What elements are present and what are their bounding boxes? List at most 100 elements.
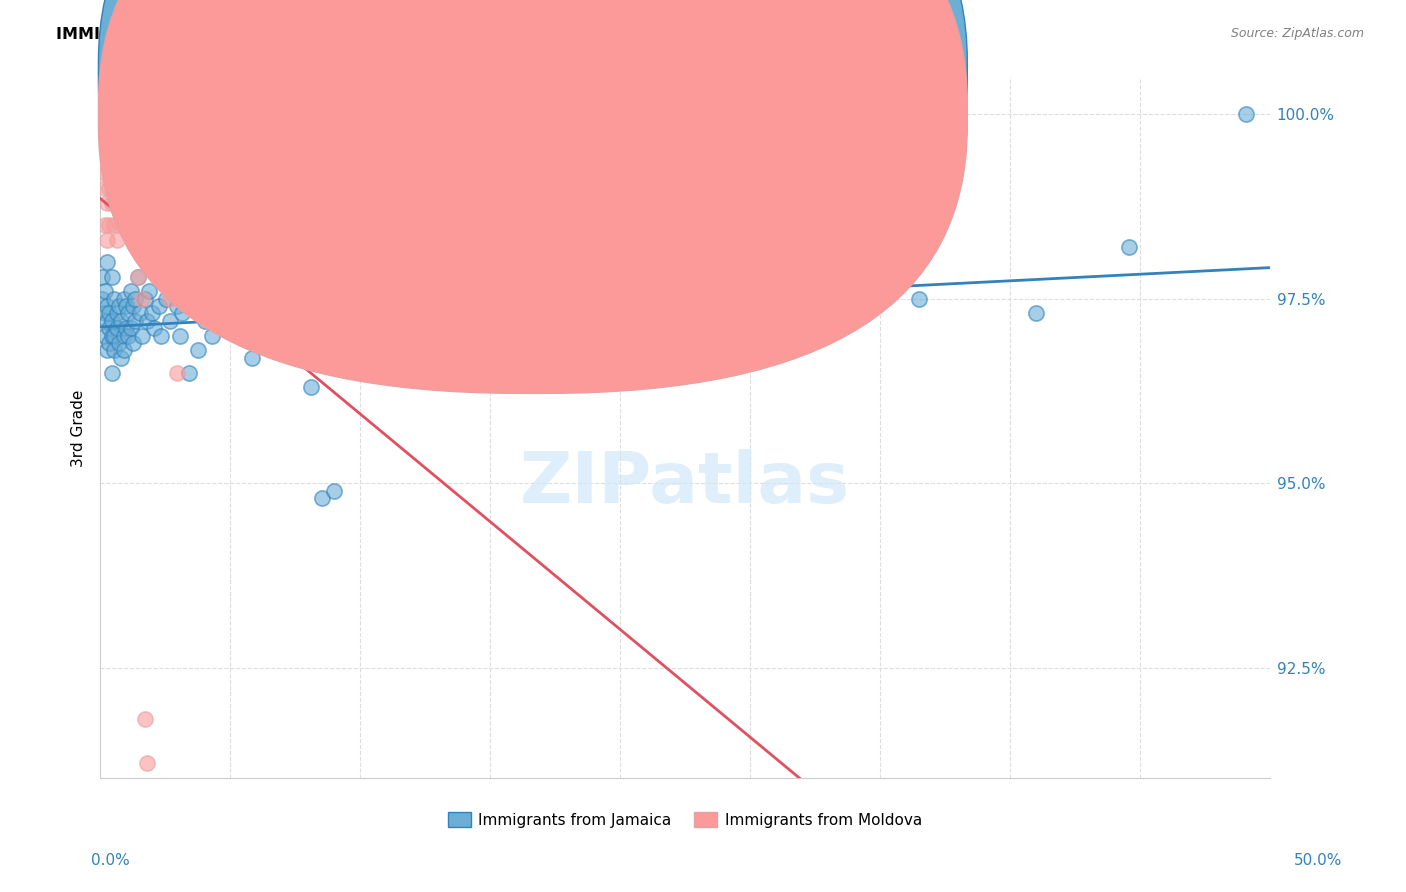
Point: [96, 314, 118, 328]
Point: [229, 299, 252, 313]
Point: [149, 195, 172, 210]
Point: [581, 292, 603, 306]
Point: [155, 166, 177, 180]
Point: [486, 314, 509, 328]
Legend: Immigrants from Jamaica, Immigrants from Moldova: Immigrants from Jamaica, Immigrants from…: [441, 805, 928, 834]
Point: [370, 292, 392, 306]
Point: [134, 292, 156, 306]
Point: [152, 269, 174, 284]
Point: [124, 292, 146, 306]
Point: [101, 195, 124, 210]
Point: [101, 269, 124, 284]
Point: [98, 336, 121, 351]
Point: [94, 328, 117, 343]
Point: [394, 314, 416, 328]
Point: [94, 218, 117, 232]
Text: R = 0.326   N = 95: R = 0.326 N = 95: [548, 66, 693, 80]
Point: [148, 299, 170, 313]
Point: [557, 306, 579, 320]
Point: [108, 181, 131, 195]
Point: [218, 285, 240, 299]
Point: [120, 285, 142, 299]
Point: [166, 366, 188, 380]
Point: [149, 328, 172, 343]
Point: [212, 306, 235, 320]
Point: [129, 306, 152, 320]
Point: [115, 181, 138, 195]
Point: [117, 306, 139, 320]
Point: [323, 483, 346, 498]
Point: [299, 380, 322, 394]
Point: [416, 269, 439, 284]
Point: [346, 328, 368, 343]
Point: [141, 306, 163, 320]
Point: [96, 343, 118, 358]
Point: [105, 233, 128, 247]
Y-axis label: 3rd Grade: 3rd Grade: [72, 389, 86, 467]
Point: [159, 314, 181, 328]
Point: [110, 351, 132, 365]
Point: [103, 292, 125, 306]
Text: 0.0%: 0.0%: [91, 854, 131, 868]
Point: [110, 218, 132, 232]
Point: [205, 292, 228, 306]
Point: [94, 107, 117, 121]
Point: [105, 306, 128, 320]
Point: [94, 306, 117, 320]
Text: 50.0%: 50.0%: [1295, 854, 1343, 868]
Point: [108, 336, 131, 351]
Point: [533, 343, 555, 358]
Point: [115, 299, 138, 313]
Point: [240, 351, 263, 365]
Point: [101, 328, 124, 343]
Point: [288, 292, 311, 306]
Point: [142, 321, 165, 335]
Point: [112, 292, 135, 306]
Point: [91, 122, 114, 136]
Text: R = 0.295   N = 43: R = 0.295 N = 43: [548, 107, 693, 121]
Point: [96, 195, 118, 210]
Point: [201, 328, 224, 343]
Point: [276, 343, 298, 358]
Point: [170, 306, 193, 320]
Point: [744, 269, 766, 284]
Point: [651, 299, 673, 313]
Point: [91, 107, 114, 121]
Point: [1118, 240, 1140, 254]
Point: [112, 166, 135, 180]
Point: [101, 166, 124, 180]
Point: [141, 218, 163, 232]
Point: [463, 292, 485, 306]
Text: ZIPatlas: ZIPatlas: [520, 450, 851, 518]
Point: [117, 166, 139, 180]
Point: [96, 145, 118, 159]
Point: [225, 321, 247, 335]
Point: [311, 491, 333, 505]
Point: [91, 107, 114, 121]
Point: [98, 306, 121, 320]
Point: [908, 292, 931, 306]
Point: [122, 159, 145, 173]
Point: [1025, 306, 1047, 320]
Point: [112, 328, 135, 343]
Point: [112, 343, 135, 358]
Point: [177, 366, 200, 380]
Point: [122, 299, 145, 313]
Point: [110, 314, 132, 328]
Point: [98, 181, 121, 195]
Point: [94, 166, 117, 180]
Point: [135, 756, 157, 771]
Point: [129, 218, 152, 232]
Point: [166, 299, 188, 313]
Point: [169, 328, 191, 343]
Point: [194, 314, 217, 328]
Point: [103, 218, 125, 232]
Point: [603, 321, 626, 335]
Point: [101, 314, 124, 328]
Point: [103, 343, 125, 358]
Point: [127, 269, 149, 284]
Point: [115, 321, 138, 335]
Point: [229, 181, 252, 195]
Point: [159, 292, 181, 306]
Point: [155, 292, 177, 306]
